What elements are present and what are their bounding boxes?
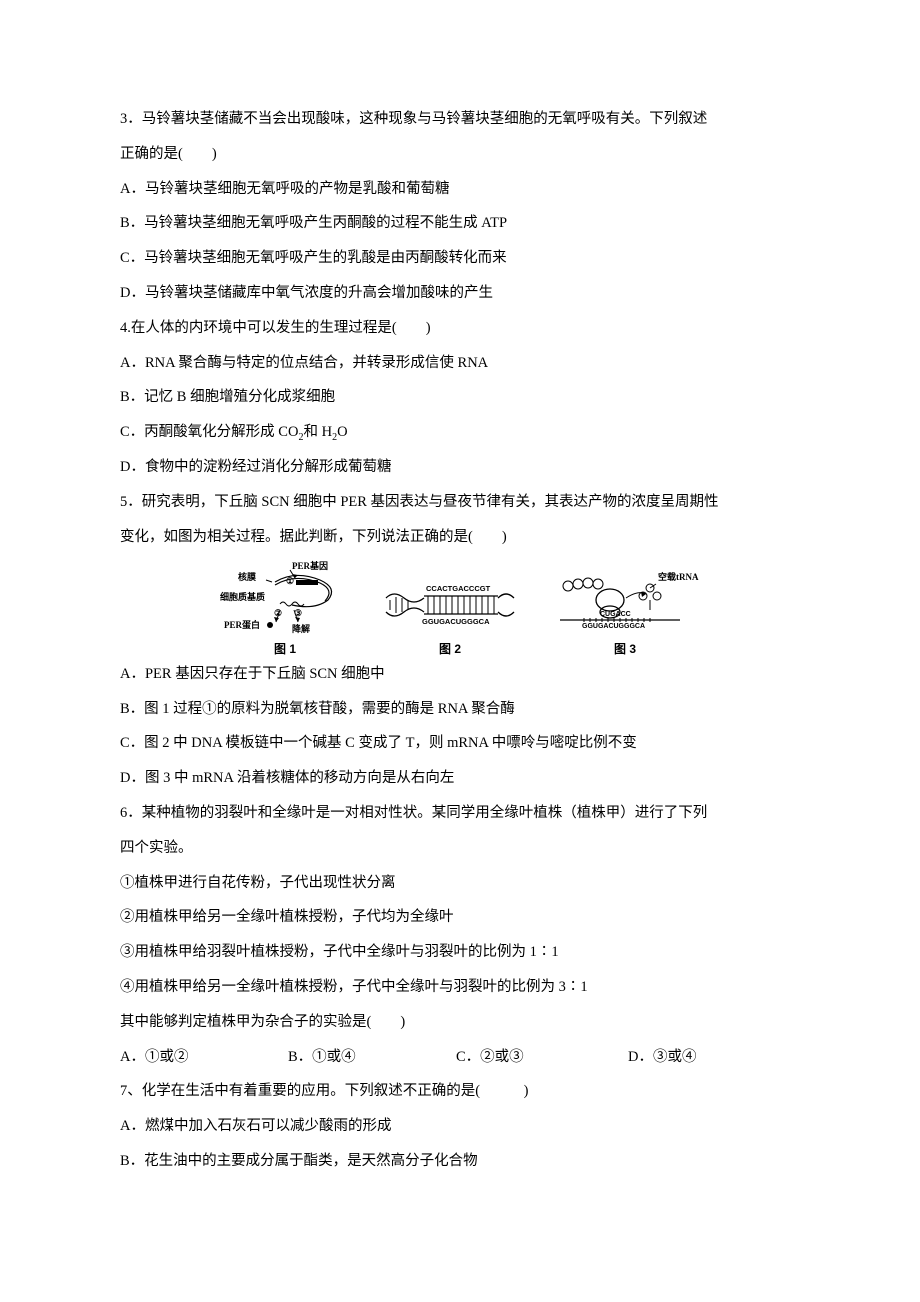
q4-c-mid: 和 H xyxy=(303,424,332,440)
q7-stem: 7、化学在生活中有着重要的应用。下列叙述不正确的是( ) xyxy=(120,1074,800,1109)
q3-stem-line2: 正确的是( ) xyxy=(120,137,800,172)
question-3: 3．马铃薯块茎储藏不当会出现酸味，这种现象与马铃薯块茎细胞的无氧呼吸有关。下列叙… xyxy=(120,102,800,311)
question-5: 5．研究表明，下丘脑 SCN 细胞中 PER 基因表达与昼夜节律有关，其表达产物… xyxy=(120,485,800,796)
q5-option-c: C．图 2 中 DNA 模板链中一个碱基 C 变成了 T，则 mRNA 中嘌呤与… xyxy=(120,726,800,761)
q4-option-d: D．食物中的淀粉经过消化分解形成葡萄糖 xyxy=(120,450,800,485)
q5-option-b: B．图 1 过程①的原料为脱氧核苷酸，需要的酶是 RNA 聚合酶 xyxy=(120,692,800,727)
q4-option-c: C．丙酮酸氧化分解形成 CO2和 H2O xyxy=(120,415,800,450)
q4-c-pre: C．丙酮酸氧化分解形成 CO xyxy=(120,424,298,440)
q4-option-a: A．RNA 聚合酶与特定的位点结合，并转录形成信使 RNA xyxy=(120,346,800,381)
q7-option-b: B．花生油中的主要成分属于酯类，是天然高分子化合物 xyxy=(120,1144,800,1179)
q5-stem-line2: 变化，如图为相关过程。据此判断，下列说法正确的是( ) xyxy=(120,520,800,555)
q5-option-d: D．图 3 中 mRNA 沿着核糖体的移动方向是从右向左 xyxy=(120,761,800,796)
q6-prompt: 其中能够判定植株甲为杂合子的实验是( ) xyxy=(120,1005,800,1040)
question-7: 7、化学在生活中有着重要的应用。下列叙述不正确的是( ) A．燃煤中加入石灰石可… xyxy=(120,1074,800,1178)
q6-option-c: C．②或③ xyxy=(456,1040,628,1075)
q3-option-a: A．马铃薯块茎细胞无氧呼吸的产物是乳酸和葡萄糖 xyxy=(120,172,800,207)
fig1-n1: ① xyxy=(286,576,294,586)
q3-option-c: C．马铃薯块茎细胞无氧呼吸产生的乳酸是由丙酮酸转化而来 xyxy=(120,241,800,276)
q5-figure-1: PER基因 核膜 细胞质基质 PER蛋白 降解 xyxy=(220,560,350,656)
fig2-bottom-seq: GGUGACUGGGCA xyxy=(422,617,490,626)
q3-option-b: B．马铃薯块茎细胞无氧呼吸产生丙酮酸的过程不能生成 ATP xyxy=(120,206,800,241)
fig2-top-seq: CCACTGACCCGT xyxy=(426,584,491,593)
q5-figure-3: 空载tRNA CUGACC GGUGACUGGGCA xyxy=(550,568,700,656)
q6-exp-2: ②用植株甲给另一全缘叶植株授粉，子代均为全缘叶 xyxy=(120,900,800,935)
fig3-trna: 空载tRNA xyxy=(658,571,699,582)
q3-stem-line1: 3．马铃薯块茎储藏不当会出现酸味，这种现象与马铃薯块茎细胞的无氧呼吸有关。下列叙… xyxy=(120,102,800,137)
q4-c-post: O xyxy=(337,424,347,440)
fig1-label-cytoplasm: 细胞质基质 xyxy=(220,591,265,602)
q5-option-a: A．PER 基因只存在于下丘脑 SCN 细胞中 xyxy=(120,657,800,692)
fig2-caption: 图 2 xyxy=(439,642,461,656)
question-4: 4.在人体的内环境中可以发生的生理过程是( ) A．RNA 聚合酶与特定的位点结… xyxy=(120,311,800,485)
fig1-caption: 图 1 xyxy=(274,642,296,656)
q6-option-row: A．①或② B．①或④ C．②或③ D．③或④ xyxy=(120,1040,800,1075)
fig1-label-per-gene: PER基因 xyxy=(292,560,328,571)
fig3-caption: 图 3 xyxy=(614,642,636,656)
question-6: 6．某种植物的羽裂叶和全缘叶是一对相对性状。某同学用全缘叶植株（植株甲）进行了下… xyxy=(120,796,800,1074)
fig1-label-nuclear-membrane: 核膜 xyxy=(238,571,257,582)
q6-stem-line2: 四个实验。 xyxy=(120,831,800,866)
q5-figure: PER基因 核膜 细胞质基质 PER蛋白 降解 xyxy=(120,560,800,656)
q4-option-b: B．记忆 B 细胞增殖分化成浆细胞 xyxy=(120,380,800,415)
q6-option-b: B．①或④ xyxy=(288,1040,456,1075)
q6-exp-1: ①植株甲进行自花传粉，子代出现性状分离 xyxy=(120,866,800,901)
q5-stem-line1: 5．研究表明，下丘脑 SCN 细胞中 PER 基因表达与昼夜节律有关，其表达产物… xyxy=(120,485,800,520)
q6-option-d: D．③或④ xyxy=(628,1040,696,1075)
fig1-label-decompose: 降解 xyxy=(292,623,310,634)
q6-exp-4: ④用植株甲给另一全缘叶植株授粉，子代中全缘叶与羽裂叶的比例为 3∶1 xyxy=(120,970,800,1005)
q6-option-a: A．①或② xyxy=(120,1040,288,1075)
q6-stem-line1: 6．某种植物的羽裂叶和全缘叶是一对相对性状。某同学用全缘叶植株（植株甲）进行了下… xyxy=(120,796,800,831)
fig1-label-per-protein: PER蛋白 xyxy=(224,619,260,630)
q5-figure-2: CCACTGACCCGT GGUGACUGGGCA xyxy=(380,576,520,656)
q6-exp-3: ③用植株甲给羽裂叶植株授粉，子代中全缘叶与羽裂叶的比例为 1∶1 xyxy=(120,935,800,970)
q4-stem: 4.在人体的内环境中可以发生的生理过程是( ) xyxy=(120,311,800,346)
q3-option-d: D．马铃薯块茎储藏库中氧气浓度的升高会增加酸味的产生 xyxy=(120,276,800,311)
fig3-mrna: GGUGACUGGGCA xyxy=(582,623,645,630)
q7-option-a: A．燃煤中加入石灰石可以减少酸雨的形成 xyxy=(120,1109,800,1144)
